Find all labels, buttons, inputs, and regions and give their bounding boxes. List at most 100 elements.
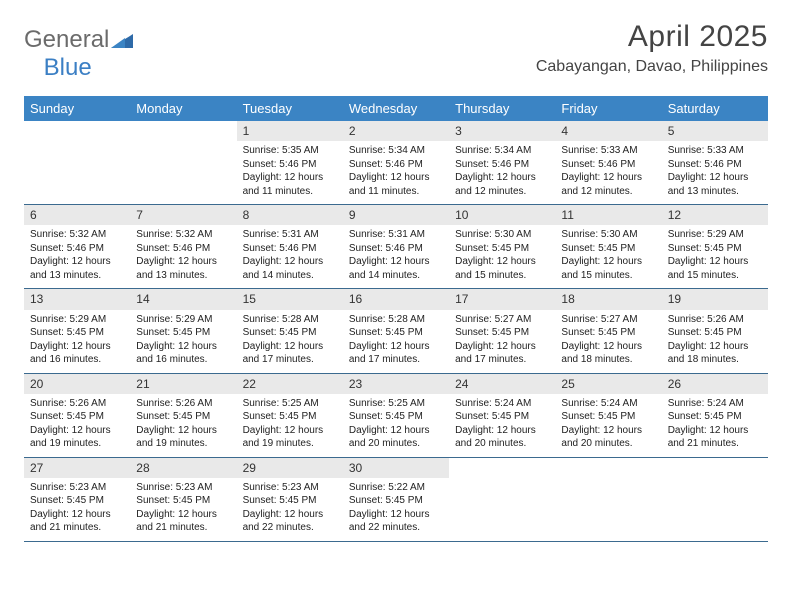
sunrise-text: Sunrise: 5:26 AM xyxy=(30,397,124,411)
day-cell: 28Sunrise: 5:23 AMSunset: 5:45 PMDayligh… xyxy=(130,458,236,541)
day-body: Sunrise: 5:22 AMSunset: 5:45 PMDaylight:… xyxy=(343,478,449,541)
day-body: Sunrise: 5:34 AMSunset: 5:46 PMDaylight:… xyxy=(449,141,555,204)
daylight-text-2: and 22 minutes. xyxy=(349,521,443,535)
daylight-text-1: Daylight: 12 hours xyxy=(561,340,655,354)
sunset-text: Sunset: 5:45 PM xyxy=(668,242,762,256)
daylight-text-2: and 20 minutes. xyxy=(561,437,655,451)
month-title: April 2025 xyxy=(536,20,768,54)
week-row: 1Sunrise: 5:35 AMSunset: 5:46 PMDaylight… xyxy=(24,121,768,205)
day-number: 11 xyxy=(555,205,661,225)
daylight-text-1: Daylight: 12 hours xyxy=(136,255,230,269)
sunrise-text: Sunrise: 5:23 AM xyxy=(30,481,124,495)
sunset-text: Sunset: 5:46 PM xyxy=(243,158,337,172)
day-cell: 25Sunrise: 5:24 AMSunset: 5:45 PMDayligh… xyxy=(555,374,661,457)
daylight-text-1: Daylight: 12 hours xyxy=(30,255,124,269)
week-row: 27Sunrise: 5:23 AMSunset: 5:45 PMDayligh… xyxy=(24,458,768,542)
sunset-text: Sunset: 5:46 PM xyxy=(349,158,443,172)
day-number: 29 xyxy=(237,458,343,478)
sunrise-text: Sunrise: 5:25 AM xyxy=(243,397,337,411)
day-cell: 21Sunrise: 5:26 AMSunset: 5:45 PMDayligh… xyxy=(130,374,236,457)
daylight-text-1: Daylight: 12 hours xyxy=(30,424,124,438)
sunset-text: Sunset: 5:46 PM xyxy=(349,242,443,256)
daylight-text-1: Daylight: 12 hours xyxy=(349,171,443,185)
daylight-text-1: Daylight: 12 hours xyxy=(668,255,762,269)
day-body: Sunrise: 5:23 AMSunset: 5:45 PMDaylight:… xyxy=(24,478,130,541)
day-cell: 24Sunrise: 5:24 AMSunset: 5:45 PMDayligh… xyxy=(449,374,555,457)
daylight-text-2: and 21 minutes. xyxy=(668,437,762,451)
sunrise-text: Sunrise: 5:25 AM xyxy=(349,397,443,411)
day-number: 10 xyxy=(449,205,555,225)
day-cell: 6Sunrise: 5:32 AMSunset: 5:46 PMDaylight… xyxy=(24,205,130,288)
daylight-text-2: and 11 minutes. xyxy=(243,185,337,199)
day-number: 30 xyxy=(343,458,449,478)
sunrise-text: Sunrise: 5:26 AM xyxy=(136,397,230,411)
day-body: Sunrise: 5:32 AMSunset: 5:46 PMDaylight:… xyxy=(24,225,130,288)
day-body: Sunrise: 5:26 AMSunset: 5:45 PMDaylight:… xyxy=(24,394,130,457)
sunset-text: Sunset: 5:45 PM xyxy=(243,494,337,508)
sunset-text: Sunset: 5:45 PM xyxy=(455,410,549,424)
day-number: 27 xyxy=(24,458,130,478)
sunset-text: Sunset: 5:46 PM xyxy=(668,158,762,172)
day-cell: 7Sunrise: 5:32 AMSunset: 5:46 PMDaylight… xyxy=(130,205,236,288)
daylight-text-1: Daylight: 12 hours xyxy=(455,424,549,438)
day-number: 7 xyxy=(130,205,236,225)
day-body: Sunrise: 5:24 AMSunset: 5:45 PMDaylight:… xyxy=(555,394,661,457)
sunset-text: Sunset: 5:45 PM xyxy=(136,494,230,508)
daylight-text-1: Daylight: 12 hours xyxy=(668,424,762,438)
day-cell: 8Sunrise: 5:31 AMSunset: 5:46 PMDaylight… xyxy=(237,205,343,288)
weekday-header: Tuesday xyxy=(237,96,343,121)
day-body: Sunrise: 5:33 AMSunset: 5:46 PMDaylight:… xyxy=(662,141,768,204)
day-cell: 16Sunrise: 5:28 AMSunset: 5:45 PMDayligh… xyxy=(343,289,449,372)
sunrise-text: Sunrise: 5:24 AM xyxy=(668,397,762,411)
day-number: 22 xyxy=(237,374,343,394)
sunset-text: Sunset: 5:46 PM xyxy=(136,242,230,256)
daylight-text-1: Daylight: 12 hours xyxy=(455,255,549,269)
brand-logo: General xyxy=(24,26,133,54)
day-number: 8 xyxy=(237,205,343,225)
day-cell: 2Sunrise: 5:34 AMSunset: 5:46 PMDaylight… xyxy=(343,121,449,204)
daylight-text-1: Daylight: 12 hours xyxy=(30,340,124,354)
day-number: 26 xyxy=(662,374,768,394)
sunrise-text: Sunrise: 5:22 AM xyxy=(349,481,443,495)
sunrise-text: Sunrise: 5:23 AM xyxy=(136,481,230,495)
sunset-text: Sunset: 5:46 PM xyxy=(455,158,549,172)
brand-part2: Blue xyxy=(44,54,92,82)
day-number: 24 xyxy=(449,374,555,394)
daylight-text-2: and 15 minutes. xyxy=(561,269,655,283)
day-cell xyxy=(24,121,130,204)
day-cell: 30Sunrise: 5:22 AMSunset: 5:45 PMDayligh… xyxy=(343,458,449,541)
sunrise-text: Sunrise: 5:27 AM xyxy=(561,313,655,327)
sunrise-text: Sunrise: 5:30 AM xyxy=(561,228,655,242)
sunrise-text: Sunrise: 5:32 AM xyxy=(30,228,124,242)
sunset-text: Sunset: 5:45 PM xyxy=(136,326,230,340)
day-cell: 9Sunrise: 5:31 AMSunset: 5:46 PMDaylight… xyxy=(343,205,449,288)
day-number: 2 xyxy=(343,121,449,141)
daylight-text-2: and 22 minutes. xyxy=(243,521,337,535)
sunrise-text: Sunrise: 5:28 AM xyxy=(243,313,337,327)
sunset-text: Sunset: 5:46 PM xyxy=(243,242,337,256)
sunrise-text: Sunrise: 5:31 AM xyxy=(349,228,443,242)
day-cell: 29Sunrise: 5:23 AMSunset: 5:45 PMDayligh… xyxy=(237,458,343,541)
day-body: Sunrise: 5:24 AMSunset: 5:45 PMDaylight:… xyxy=(662,394,768,457)
day-cell: 15Sunrise: 5:28 AMSunset: 5:45 PMDayligh… xyxy=(237,289,343,372)
daylight-text-2: and 15 minutes. xyxy=(668,269,762,283)
day-cell: 27Sunrise: 5:23 AMSunset: 5:45 PMDayligh… xyxy=(24,458,130,541)
day-cell xyxy=(130,121,236,204)
sunrise-text: Sunrise: 5:29 AM xyxy=(136,313,230,327)
day-cell: 10Sunrise: 5:30 AMSunset: 5:45 PMDayligh… xyxy=(449,205,555,288)
day-number: 15 xyxy=(237,289,343,309)
sunrise-text: Sunrise: 5:33 AM xyxy=(668,144,762,158)
sunrise-text: Sunrise: 5:28 AM xyxy=(349,313,443,327)
daylight-text-1: Daylight: 12 hours xyxy=(136,340,230,354)
day-body: Sunrise: 5:25 AMSunset: 5:45 PMDaylight:… xyxy=(343,394,449,457)
sunset-text: Sunset: 5:45 PM xyxy=(30,494,124,508)
weekday-header: Monday xyxy=(130,96,236,121)
daylight-text-1: Daylight: 12 hours xyxy=(349,255,443,269)
day-number: 25 xyxy=(555,374,661,394)
daylight-text-1: Daylight: 12 hours xyxy=(561,255,655,269)
day-body: Sunrise: 5:28 AMSunset: 5:45 PMDaylight:… xyxy=(343,310,449,373)
daylight-text-1: Daylight: 12 hours xyxy=(136,508,230,522)
day-body: Sunrise: 5:34 AMSunset: 5:46 PMDaylight:… xyxy=(343,141,449,204)
daylight-text-2: and 15 minutes. xyxy=(455,269,549,283)
day-cell: 20Sunrise: 5:26 AMSunset: 5:45 PMDayligh… xyxy=(24,374,130,457)
